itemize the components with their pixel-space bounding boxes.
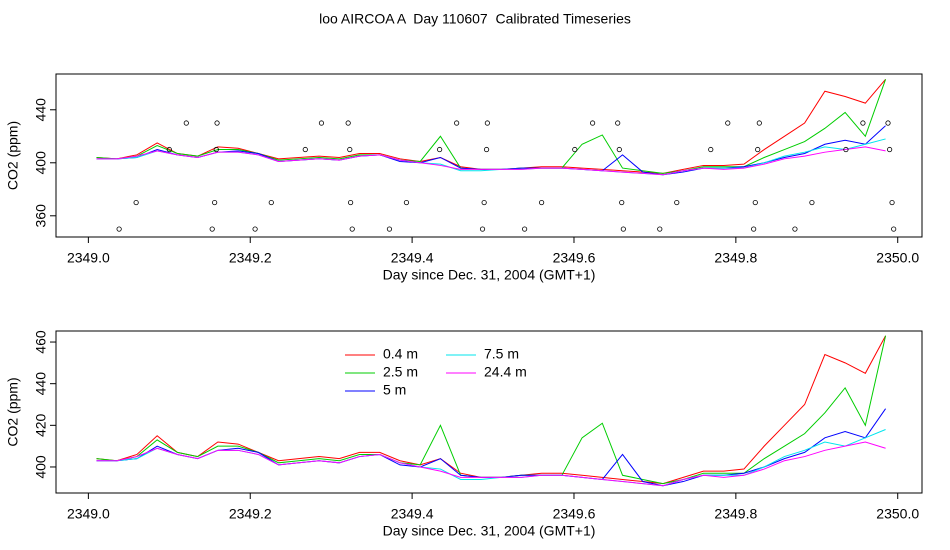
sample-point [751, 226, 757, 232]
legend-label: 24.4 m [484, 364, 527, 380]
sample-point [348, 199, 354, 206]
sample-point [620, 226, 626, 232]
series-line [96, 146, 886, 176]
sample-point [674, 199, 680, 206]
sample-point [345, 120, 351, 126]
x-tick-label: 2349.2 [229, 250, 272, 266]
sample-point [133, 199, 139, 206]
x-tick-label: 2349.8 [714, 506, 757, 522]
y-axis-label: CO2 (ppm) [5, 377, 21, 446]
sample-point [615, 120, 621, 126]
sample-point [752, 199, 758, 206]
sample-point [437, 146, 443, 153]
x-tick-label: 2350.0 [876, 506, 919, 522]
y-tick-label: 400 [33, 455, 49, 479]
sample-point [318, 120, 325, 126]
legend-label: 2.5 m [383, 364, 418, 380]
y-tick-label: 360 [33, 204, 49, 228]
x-axis-label: Day since Dec. 31, 2004 (GMT+1) [383, 267, 596, 283]
y-axis-label: CO2 (ppm) [5, 121, 21, 190]
sample-point [349, 226, 355, 232]
sample-point [708, 146, 714, 153]
sample-point [843, 146, 849, 153]
plot-frame [55, 330, 923, 494]
y-tick-label: 420 [33, 413, 49, 437]
x-tick-label: 2349.6 [553, 506, 596, 522]
x-axis-label: Day since Dec. 31, 2004 (GMT+1) [383, 523, 596, 539]
series-line [96, 79, 887, 174]
x-tick-label: 2349.8 [714, 250, 757, 266]
sample-point [209, 226, 215, 232]
sample-point [755, 146, 761, 153]
legend-label: 7.5 m [484, 346, 519, 362]
sample-point [302, 146, 308, 153]
x-tick-label: 2349.4 [391, 506, 434, 522]
sample-point [483, 146, 490, 153]
sample-point [479, 226, 486, 232]
sample-point [619, 199, 625, 206]
x-tick-label: 2349.6 [553, 250, 596, 266]
sample-point [481, 199, 487, 206]
sample-point [522, 226, 528, 232]
y-tick-label: 440 [33, 372, 49, 396]
sample-point [885, 120, 891, 126]
sample-point [183, 120, 189, 126]
legend-label: 0.4 m [383, 346, 418, 362]
sample-point [403, 199, 410, 206]
sample-point [116, 226, 122, 232]
sample-point [214, 120, 220, 126]
chart-title: loo AIRCOA A Day 110607 Calibrated Times… [319, 11, 631, 27]
sample-point [889, 199, 895, 206]
sample-point [268, 199, 274, 206]
sample-point [887, 146, 893, 153]
sample-point [347, 146, 353, 153]
sample-point [212, 199, 218, 206]
sample-point [213, 146, 219, 153]
x-tick-label: 2349.4 [391, 250, 434, 266]
sample-point [616, 146, 622, 153]
sample-point [484, 120, 490, 126]
sample-point [166, 146, 172, 153]
sample-point [454, 120, 460, 126]
sample-point [792, 226, 798, 232]
x-tick-label: 2349.2 [229, 506, 272, 522]
x-tick-label: 2349.0 [67, 506, 110, 522]
x-tick-label: 2349.0 [67, 250, 110, 266]
sample-point [756, 120, 762, 126]
sample-point [539, 199, 545, 206]
plot-frame [55, 73, 923, 238]
sample-point [572, 146, 578, 153]
y-tick-label: 460 [33, 330, 49, 354]
sample-point [891, 226, 897, 232]
y-tick-label: 400 [33, 151, 49, 175]
sample-point [725, 120, 731, 126]
y-tick-label: 440 [33, 98, 49, 122]
legend-label: 5 m [383, 382, 406, 398]
sample-point [386, 226, 393, 232]
x-tick-label: 2350.0 [876, 250, 919, 266]
series-line [96, 78, 886, 174]
sample-point [809, 199, 815, 206]
sample-point [860, 120, 866, 126]
series-line [96, 441, 886, 487]
sample-point [657, 226, 663, 232]
sample-point [589, 120, 596, 126]
sample-point [252, 226, 258, 232]
